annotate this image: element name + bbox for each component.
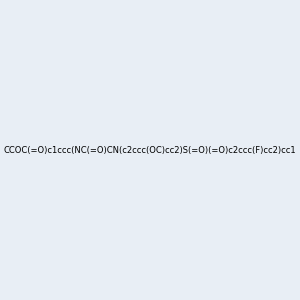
Text: CCOC(=O)c1ccc(NC(=O)CN(c2ccc(OC)cc2)S(=O)(=O)c2ccc(F)cc2)cc1: CCOC(=O)c1ccc(NC(=O)CN(c2ccc(OC)cc2)S(=O… bbox=[4, 146, 296, 154]
